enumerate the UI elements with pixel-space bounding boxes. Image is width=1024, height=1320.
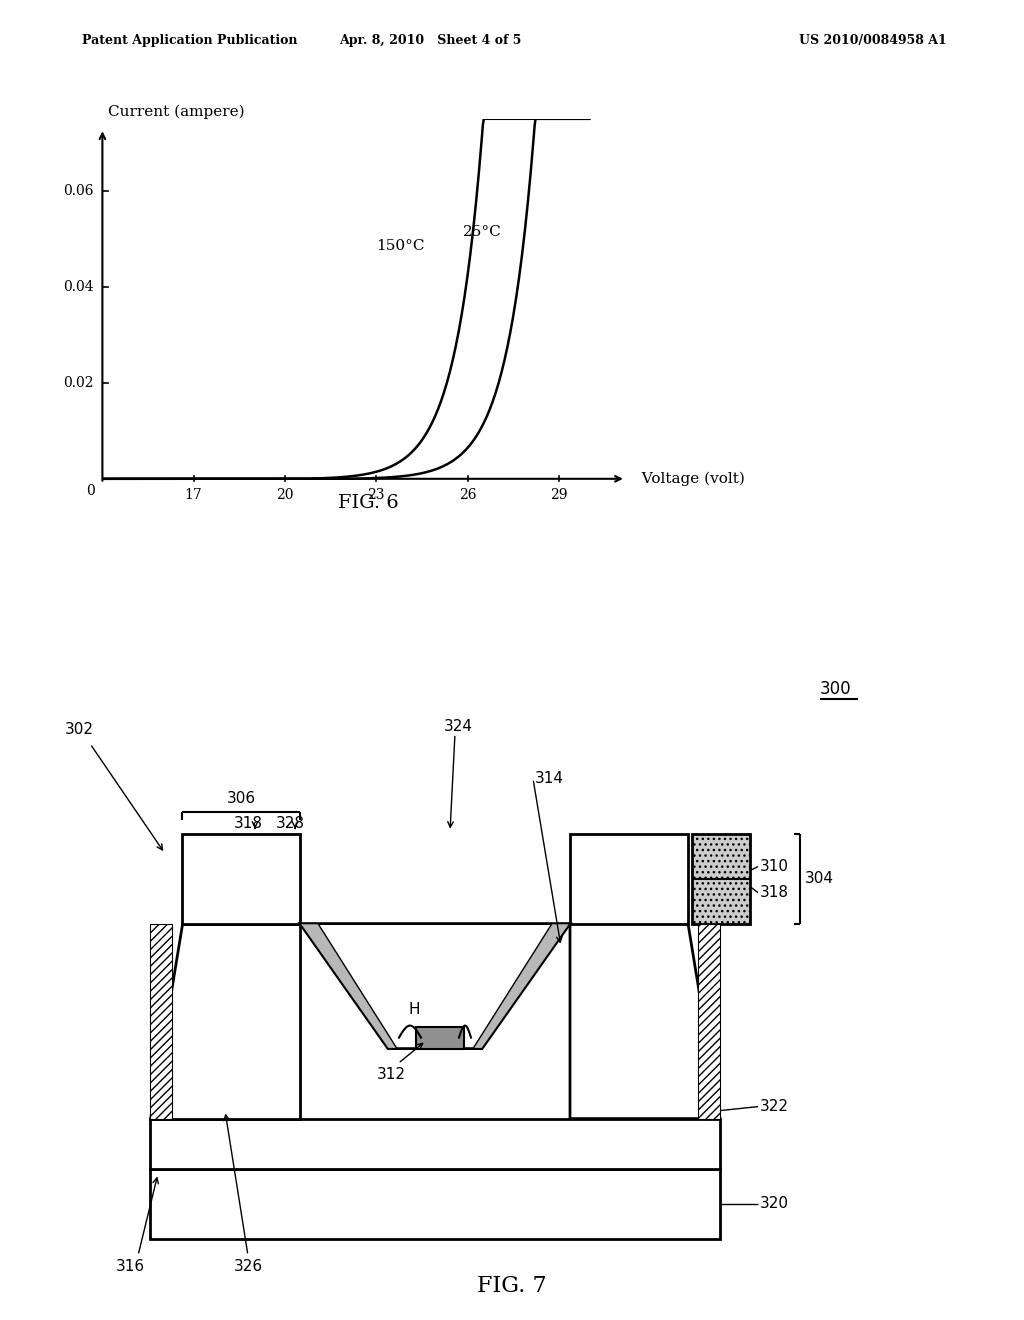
Text: 324: 324 <box>443 718 472 734</box>
Text: 26: 26 <box>459 488 476 503</box>
Text: 0.06: 0.06 <box>62 183 93 198</box>
Text: 0.02: 0.02 <box>62 376 93 389</box>
Text: 150°C: 150°C <box>377 239 425 253</box>
Bar <box>150 1118 720 1168</box>
Text: 306: 306 <box>226 791 256 805</box>
Text: Voltage (volt): Voltage (volt) <box>632 471 744 486</box>
Text: 316: 316 <box>116 1258 144 1274</box>
Text: FIG. 7: FIG. 7 <box>477 1275 547 1296</box>
Text: 310: 310 <box>760 859 790 874</box>
Text: 23: 23 <box>368 488 385 503</box>
Bar <box>570 834 688 924</box>
Text: H: H <box>408 1002 420 1016</box>
Text: US 2010/0084958 A1: US 2010/0084958 A1 <box>799 34 946 48</box>
Text: FIG. 6: FIG. 6 <box>338 494 399 512</box>
Text: 322: 322 <box>760 1100 790 1114</box>
Polygon shape <box>473 924 570 1048</box>
Bar <box>182 834 300 924</box>
Polygon shape <box>300 924 397 1048</box>
Text: 302: 302 <box>65 722 94 737</box>
Text: 328: 328 <box>275 816 304 830</box>
Text: 326: 326 <box>233 1258 262 1274</box>
Bar <box>692 834 750 924</box>
Text: Apr. 8, 2010   Sheet 4 of 5: Apr. 8, 2010 Sheet 4 of 5 <box>339 34 521 48</box>
Text: 0: 0 <box>86 483 94 498</box>
Text: 29: 29 <box>550 488 567 503</box>
Text: Current (ampere): Current (ampere) <box>109 104 245 119</box>
Text: 17: 17 <box>184 488 203 503</box>
Text: 304: 304 <box>805 871 834 886</box>
Text: 312: 312 <box>377 1067 406 1081</box>
Polygon shape <box>150 924 300 1118</box>
Text: 0.04: 0.04 <box>62 280 93 294</box>
Text: 300: 300 <box>820 680 852 697</box>
Polygon shape <box>698 924 720 1118</box>
Text: 314: 314 <box>535 771 564 787</box>
Polygon shape <box>300 924 570 1048</box>
Text: 320: 320 <box>760 1196 790 1212</box>
Text: 318: 318 <box>760 886 790 900</box>
Text: 318: 318 <box>233 816 262 830</box>
Text: 25°C: 25°C <box>464 224 502 239</box>
Bar <box>150 1168 720 1238</box>
Text: Patent Application Publication: Patent Application Publication <box>82 34 297 48</box>
Polygon shape <box>570 924 720 1118</box>
Polygon shape <box>150 924 172 1118</box>
Bar <box>416 1027 464 1048</box>
Text: 20: 20 <box>276 488 294 503</box>
